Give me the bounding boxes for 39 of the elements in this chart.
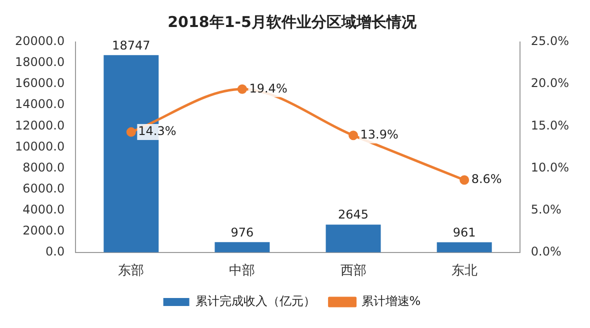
x-tick-label: 东部 xyxy=(118,264,144,279)
point xyxy=(126,127,136,137)
x-tick-label: 东北 xyxy=(451,264,478,279)
x-tick-label: 中部 xyxy=(229,264,256,279)
y-tick-label: 0.0 xyxy=(46,244,65,259)
y-tick-label: 10000.0 xyxy=(15,139,65,154)
y-tick-label: 8000.0 xyxy=(22,160,65,174)
bar xyxy=(436,242,492,252)
y2-tick-label: 15.0% xyxy=(530,118,570,132)
y-tick-label: 20000.0 xyxy=(15,34,65,48)
y-tick-label: 6000.0 xyxy=(22,181,65,196)
legend-label: 累计增速% xyxy=(361,294,421,308)
bar xyxy=(326,224,381,252)
y2-tick-label: 25.0% xyxy=(530,34,570,48)
data-label: 13.9% xyxy=(360,128,398,142)
data-label: 961 xyxy=(452,225,476,240)
bar xyxy=(214,242,270,252)
point xyxy=(460,175,470,185)
y2-tick-label: 10.0% xyxy=(530,160,570,174)
point xyxy=(237,84,247,94)
data-label: 976 xyxy=(230,225,254,240)
legend-label: 累计完成收入（亿元） xyxy=(195,294,316,308)
chart-title: 2018年1-5月软件业分区域增长情况 xyxy=(168,12,418,31)
data-label: 14.3% xyxy=(138,124,176,138)
point xyxy=(348,130,358,140)
y-tick-label: 4000.0 xyxy=(22,202,65,216)
y2-tick-label: 20.0% xyxy=(530,76,570,90)
y-tick-label: 14000.0 xyxy=(15,97,65,112)
y2-tick-label: 5.0% xyxy=(530,202,562,216)
data-label: 8.6% xyxy=(471,172,502,186)
y-tick-label: 16000.0 xyxy=(15,76,65,90)
y-tick-label: 12000.0 xyxy=(15,118,65,132)
y-tick-label: 2000.0 xyxy=(22,223,65,238)
y-tick-label: 18000.0 xyxy=(15,55,65,70)
y2-tick-label: 0.0% xyxy=(530,244,562,259)
data-label: 2645 xyxy=(338,208,369,222)
data-label: 18747 xyxy=(112,38,150,52)
data-label: 19.4% xyxy=(249,81,288,96)
x-tick-label: 西部 xyxy=(340,264,366,279)
